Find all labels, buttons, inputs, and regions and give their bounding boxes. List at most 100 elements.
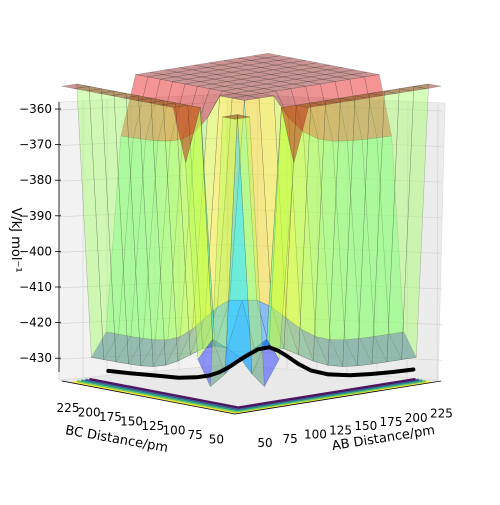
grid-line [58, 208, 229, 218]
surface-patch [271, 306, 300, 356]
x-tick-label: 50 [257, 436, 272, 450]
surface-patch [265, 55, 293, 61]
surface-patch [61, 83, 90, 89]
surface-patch [281, 104, 309, 164]
surface-patch [295, 76, 323, 82]
surface-patch [74, 86, 102, 92]
surface-patch [386, 86, 415, 363]
surface-patch [209, 60, 237, 66]
grid-line [227, 315, 443, 325]
surface-patch [268, 104, 297, 349]
surface-patch [189, 306, 218, 356]
surface-patch [118, 137, 146, 337]
surface-patch [172, 78, 200, 85]
surface-patch [210, 114, 238, 388]
x-tick-label: 125 [329, 423, 352, 437]
y-axis-line [61, 380, 236, 415]
grid-line [58, 315, 229, 324]
z-tick-labels: −360 −370 −380 −390 −400 −410 −420 −430 [19, 102, 61, 365]
surface-patch [280, 78, 309, 85]
surface-patch [160, 102, 188, 108]
surface-patch [277, 57, 306, 63]
surface-patch [152, 336, 181, 367]
y-tick-label: 175 [99, 410, 122, 424]
surface-patch [322, 76, 350, 82]
surface-patch [212, 81, 240, 87]
grid-line [58, 244, 229, 253]
surface-patch [315, 336, 344, 367]
surface-patch [130, 139, 159, 339]
surface-patch [229, 74, 257, 80]
surface-patch [224, 114, 253, 375]
grid-line [406, 101, 409, 379]
z-tick-label: −390 [19, 209, 52, 223]
y-tick-label: 50 [209, 433, 224, 447]
surface-patch [199, 78, 227, 85]
surface-patch [357, 90, 385, 367]
surface-patch [313, 97, 341, 366]
z-axis-label: V/kJ mol⁻¹ [8, 207, 23, 272]
surface-patch [288, 117, 316, 337]
surface-patch [180, 117, 208, 337]
surface-patch [177, 69, 205, 75]
surface-patch [157, 81, 186, 142]
surface-patch [224, 83, 252, 89]
x-tick-label: 225 [430, 407, 453, 421]
surface-patch [260, 64, 289, 71]
surface-patch [179, 64, 207, 71]
surface-patch [376, 135, 405, 335]
z-tick-label: −380 [19, 173, 52, 187]
z-tick-label: −370 [19, 138, 52, 152]
y-tick-label: 200 [78, 406, 101, 420]
surface-patch [232, 95, 260, 101]
surface-patch [300, 67, 328, 73]
grid-line [436, 103, 439, 381]
surface-patch [261, 90, 289, 119]
surface-patch [206, 64, 234, 71]
surface-patch [237, 114, 265, 388]
surface-patch [401, 83, 429, 360]
surface-patch [175, 102, 203, 356]
z-tick-label: −420 [19, 316, 52, 330]
surface-patch [125, 93, 154, 367]
surface-patch [150, 69, 178, 75]
surface-patch [310, 74, 338, 80]
contour-line [72, 380, 430, 414]
surface-patch [128, 338, 157, 367]
surface-patch [184, 81, 213, 87]
surface-patch [243, 71, 271, 78]
surface-patch [142, 140, 171, 341]
surface-patch [325, 97, 353, 104]
surface-patch [164, 67, 193, 73]
surface-patch [227, 299, 255, 358]
surface-patch [325, 71, 353, 78]
surface-patch [160, 76, 188, 82]
surface-patch [136, 97, 164, 104]
axis-panes [58, 93, 446, 414]
surface-patch [307, 78, 336, 85]
surface-patch [349, 76, 378, 140]
grid-line [286, 96, 289, 370]
surface-patch [249, 88, 277, 94]
surface-patch [340, 95, 368, 101]
surface-patch [217, 97, 245, 308]
contour-line [89, 377, 416, 409]
surface-patch [330, 339, 358, 367]
grid-line [58, 101, 229, 111]
surface-patch [246, 67, 274, 73]
surface-patch [293, 81, 321, 87]
surface-patch [359, 336, 388, 365]
surface-patch [248, 62, 276, 68]
surface-patch [384, 88, 412, 94]
x-tick-labels: 50 75 100 125 150 175 200 225 [257, 407, 452, 450]
surface-patch [155, 138, 183, 341]
surface-patch [241, 76, 269, 82]
trajectory-line [106, 345, 416, 380]
surface-patch [315, 64, 343, 71]
surface-patch [113, 90, 142, 367]
surface-patch [256, 299, 285, 350]
surface-patch [238, 55, 266, 61]
